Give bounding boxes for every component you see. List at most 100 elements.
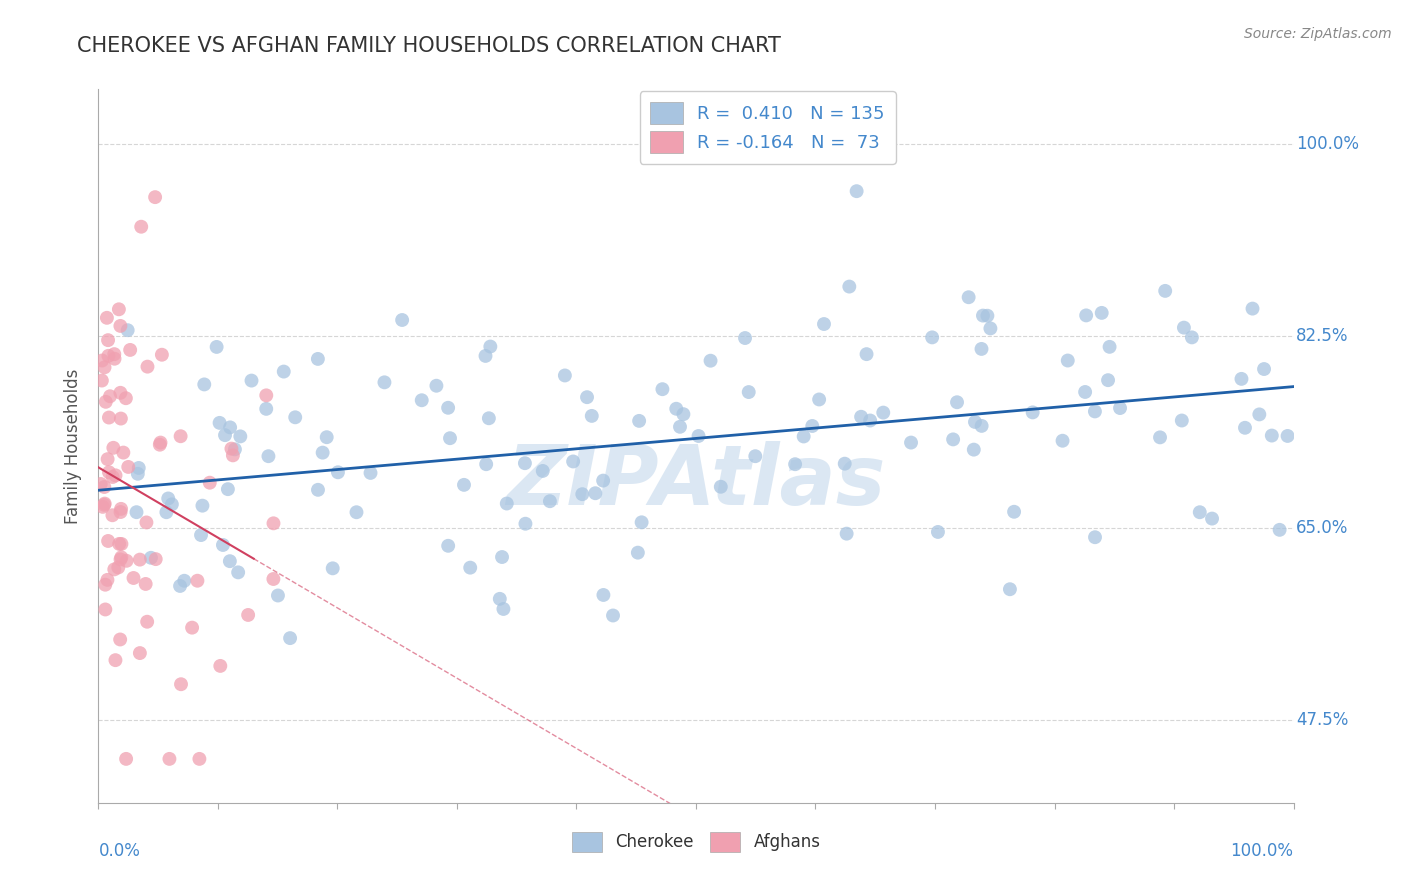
Point — [1084, 404, 1107, 418]
Point — [188, 752, 211, 766]
Point — [554, 368, 576, 383]
Point — [240, 374, 263, 388]
Point — [813, 317, 835, 331]
Point — [209, 659, 232, 673]
Point — [97, 333, 120, 347]
Point — [538, 494, 561, 508]
Point — [262, 572, 284, 586]
Point — [104, 653, 127, 667]
Point — [93, 498, 115, 512]
Point — [562, 454, 585, 468]
Point — [190, 528, 212, 542]
Point — [1091, 306, 1114, 320]
Point — [373, 376, 395, 390]
Point — [97, 533, 120, 548]
Point — [391, 313, 413, 327]
Point — [979, 321, 1001, 335]
Point — [96, 310, 118, 325]
Text: 100.0%: 100.0% — [1296, 135, 1360, 153]
Point — [581, 409, 603, 423]
Point — [150, 348, 173, 362]
Point — [97, 410, 120, 425]
Point — [315, 430, 337, 444]
Point — [219, 420, 242, 434]
Point — [1154, 284, 1177, 298]
Point — [218, 554, 240, 568]
Point — [110, 385, 132, 400]
Point — [145, 552, 167, 566]
Point — [254, 401, 277, 416]
Point — [946, 395, 969, 409]
Point — [927, 524, 949, 539]
Text: 65.0%: 65.0% — [1296, 519, 1348, 537]
Point — [186, 574, 208, 588]
Point — [970, 342, 993, 356]
Point — [669, 419, 692, 434]
Point — [94, 602, 117, 616]
Point — [1149, 430, 1171, 444]
Point — [98, 389, 121, 403]
Point — [583, 486, 606, 500]
Point — [322, 561, 344, 575]
Point — [849, 409, 872, 424]
Point — [998, 582, 1021, 597]
Point — [627, 546, 650, 560]
Point — [115, 391, 138, 405]
Point — [801, 419, 824, 434]
Point — [458, 560, 481, 574]
Point — [963, 442, 986, 457]
Point — [1002, 505, 1025, 519]
Point — [97, 452, 120, 467]
Point — [845, 184, 868, 198]
Point — [125, 505, 148, 519]
Point — [169, 579, 191, 593]
Point — [143, 190, 166, 204]
Point — [128, 646, 150, 660]
Point — [103, 347, 125, 361]
Point — [110, 505, 132, 519]
Point — [1249, 408, 1271, 422]
Point — [136, 615, 159, 629]
Point — [963, 415, 986, 429]
Point — [311, 445, 333, 459]
Point — [110, 318, 132, 333]
Point — [688, 429, 710, 443]
Point — [1241, 301, 1264, 316]
Point — [93, 480, 115, 494]
Point — [628, 414, 651, 428]
Point — [834, 457, 856, 471]
Point — [1173, 320, 1195, 334]
Point — [1074, 384, 1097, 399]
Text: ZIPAtlas: ZIPAtlas — [506, 442, 886, 522]
Point — [699, 353, 721, 368]
Point — [221, 442, 243, 456]
Point — [437, 539, 460, 553]
Point — [273, 365, 295, 379]
Point — [1233, 421, 1256, 435]
Point — [576, 390, 599, 404]
Point — [101, 470, 124, 484]
Point — [236, 607, 259, 622]
Point — [835, 526, 858, 541]
Point — [94, 577, 117, 591]
Text: Source: ZipAtlas.com: Source: ZipAtlas.com — [1244, 27, 1392, 41]
Point — [488, 591, 510, 606]
Point — [136, 359, 159, 374]
Point — [346, 505, 368, 519]
Point — [1021, 405, 1043, 419]
Point — [478, 411, 501, 425]
Point — [135, 516, 157, 530]
Point — [495, 496, 517, 510]
Point — [1076, 309, 1098, 323]
Point — [181, 621, 204, 635]
Point — [224, 442, 246, 457]
Point — [1171, 413, 1194, 427]
Point — [284, 410, 307, 425]
Point — [110, 550, 132, 565]
Point — [592, 588, 614, 602]
Point — [193, 377, 215, 392]
Point — [157, 491, 180, 506]
Point — [1109, 401, 1132, 415]
Point — [1268, 523, 1291, 537]
Point — [360, 466, 382, 480]
